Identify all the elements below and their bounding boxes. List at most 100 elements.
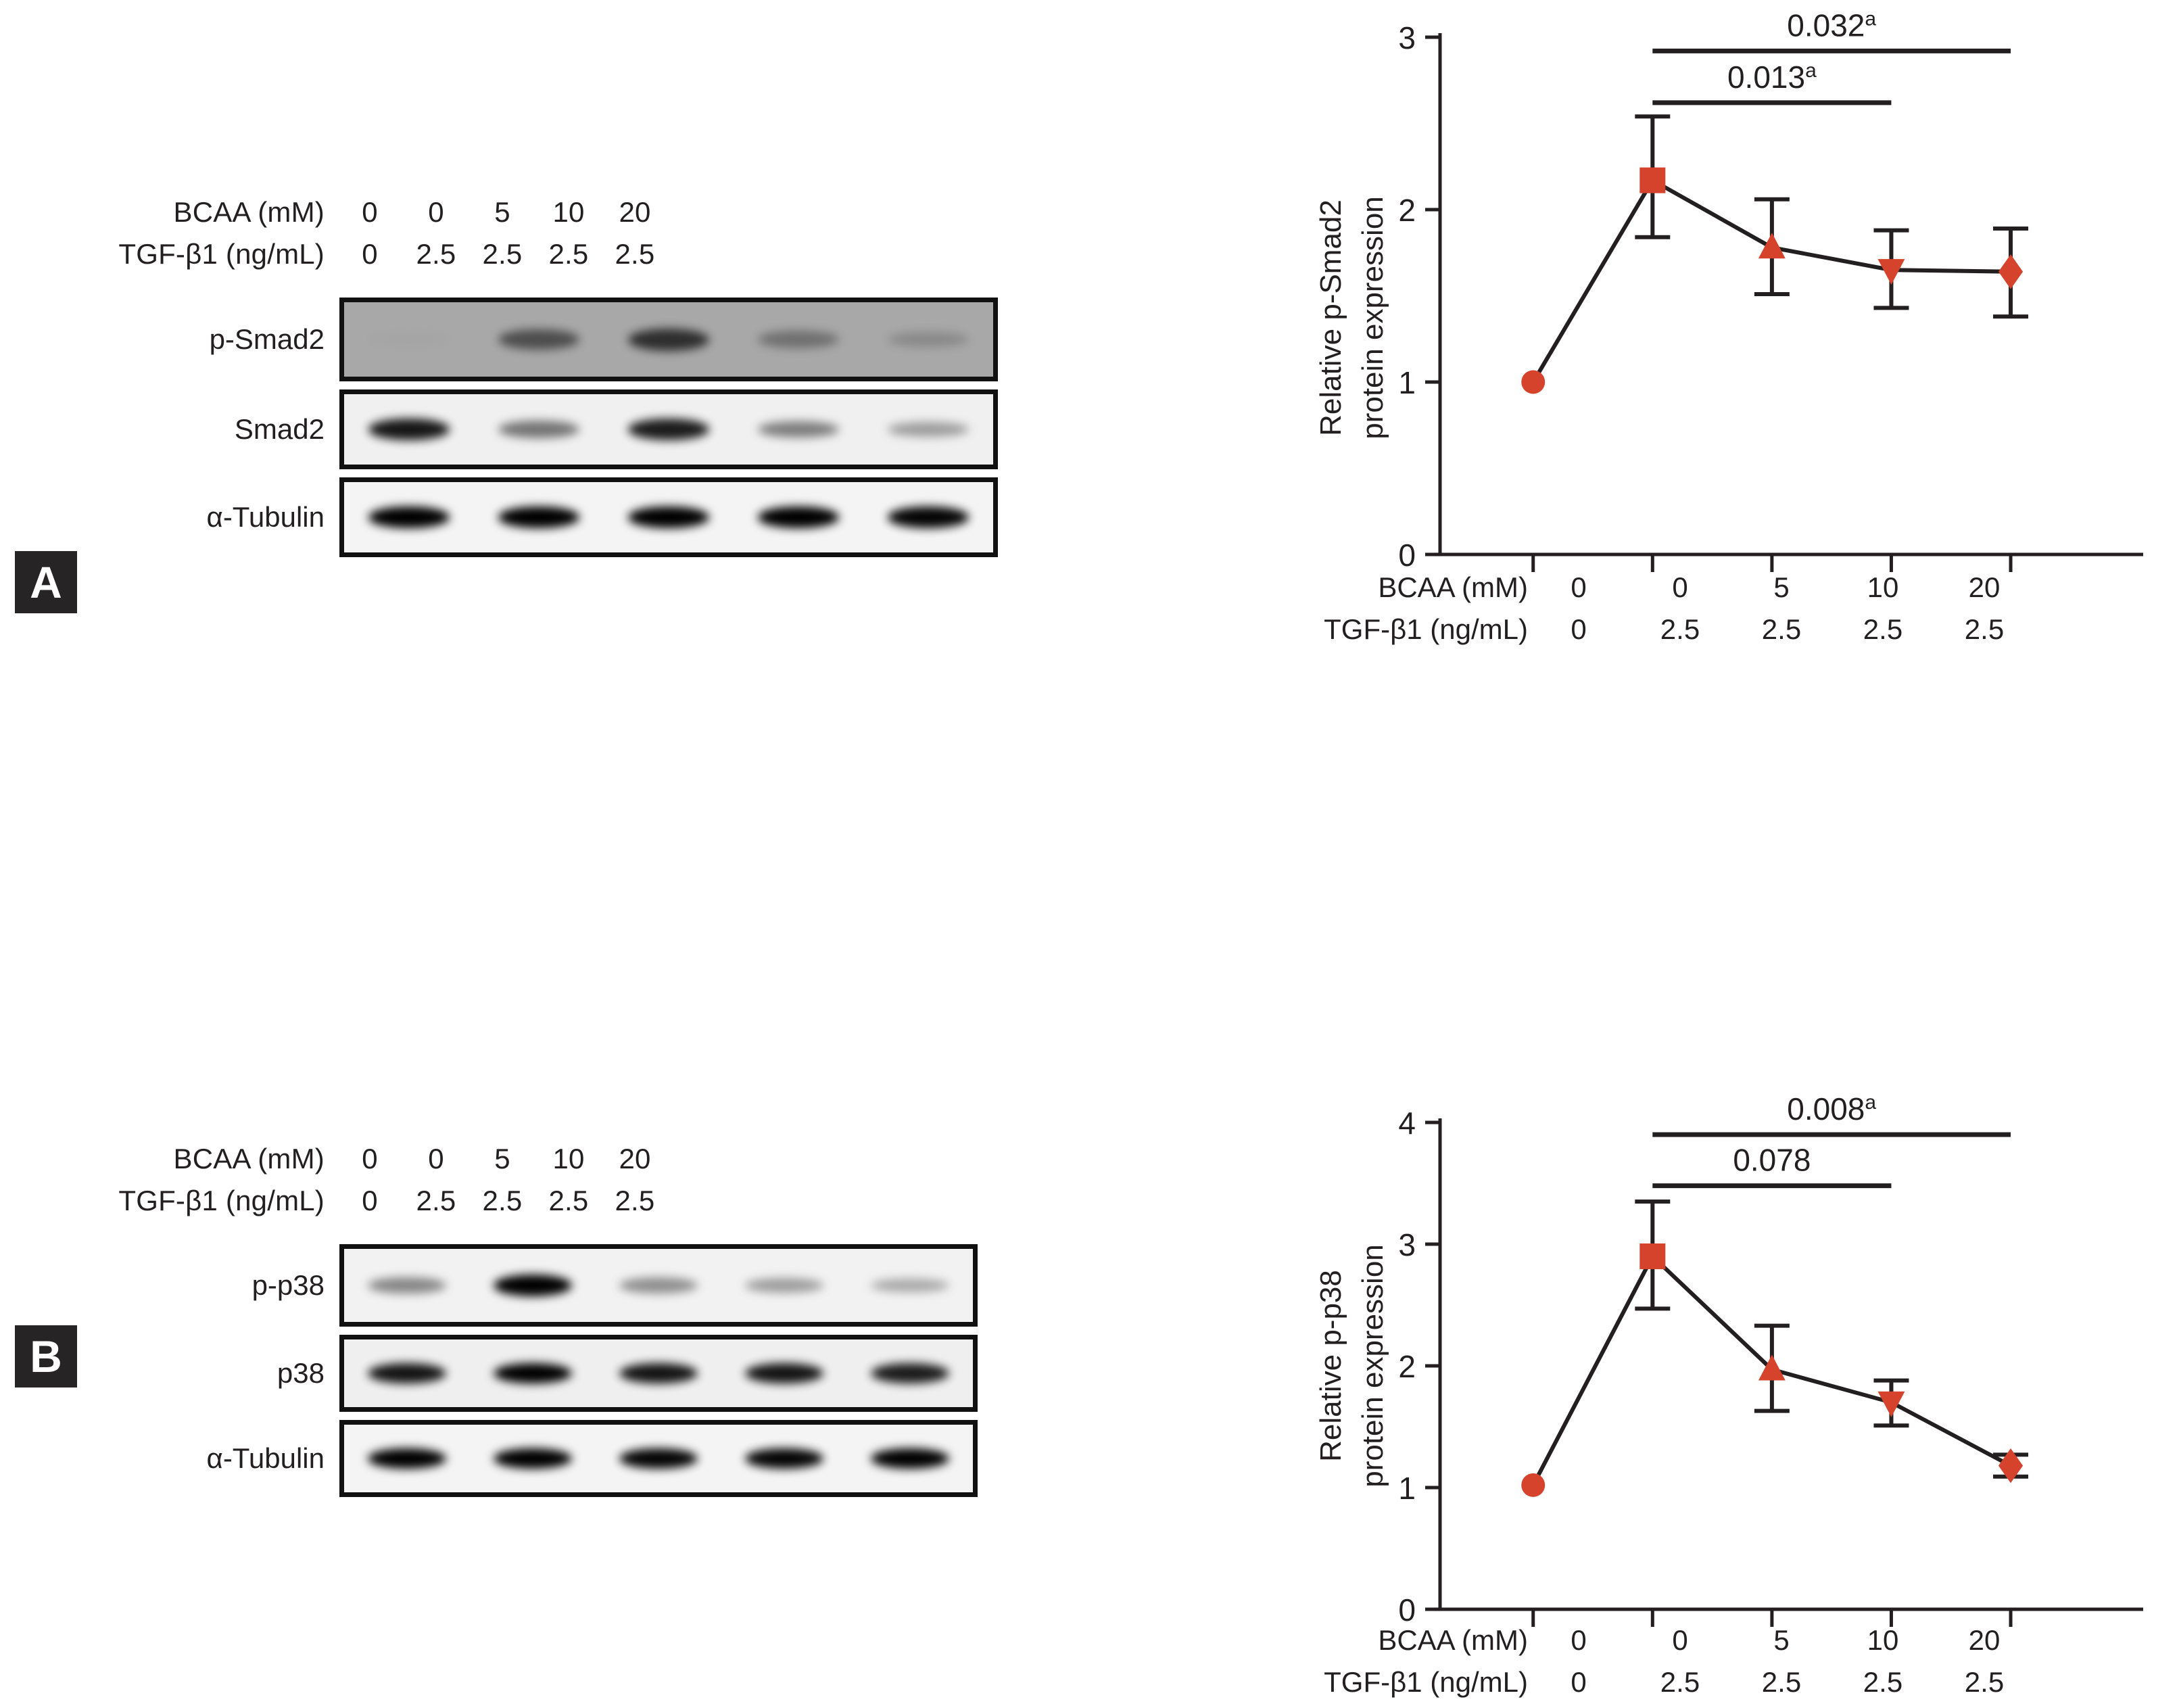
y-tick-label: 0: [1398, 538, 1416, 573]
blot-band: [494, 1274, 572, 1297]
blot-label: Smad2: [234, 413, 325, 445]
panel-letter-b: B: [15, 1325, 77, 1387]
xlabel-value: 10: [1867, 571, 1899, 603]
data-point-marker: [1758, 233, 1786, 259]
blot-band: [758, 421, 839, 438]
blot-rows-a: p-Smad2 Smad2 α-Tubulin: [101, 298, 998, 565]
chart-a: Relative p-Smad2 protein expression 0 1 2 3…: [1308, 0, 2179, 645]
blot-conditions-b: BCAA (mM) 0 0 5 10 20 TGF-β1 (ng/mL) 0 2…: [101, 1143, 668, 1227]
condition-value: 20: [619, 1143, 651, 1175]
blot-band: [758, 331, 839, 348]
data-point-marker: [1877, 1391, 1905, 1417]
blot-image-alpha-tubulin: [339, 1420, 978, 1497]
significance-label: 0.032a: [1787, 7, 1876, 43]
blot-band: [871, 1278, 949, 1293]
data-point-marker: [1877, 259, 1905, 285]
blot-band: [498, 329, 579, 350]
xlabel-value: 2.5: [1964, 613, 2005, 645]
condition-value: 10: [552, 1143, 585, 1175]
panel-a: A BCAA (mM) 0 0 5 10 20 TGF-β1 (ng/mL) 0…: [0, 0, 2179, 717]
xlabel-value: 0: [1571, 571, 1587, 603]
blot-band: [498, 506, 579, 528]
blot-band: [498, 421, 579, 438]
blot-band: [368, 1277, 446, 1294]
condition-value: 0: [428, 196, 444, 228]
blot-band: [758, 506, 839, 528]
blot-label: p38: [277, 1357, 325, 1389]
condition-value: 2.5: [548, 238, 589, 270]
y-tick-label: 1: [1398, 365, 1416, 400]
chart-a-ylabel-line2: protein expression: [1356, 196, 1389, 440]
xlabel-value: 2.5: [1761, 613, 1802, 645]
panel-letter-a: A: [15, 551, 77, 613]
blot-rows-b: p-p38 p38 α-Tubulin: [101, 1244, 978, 1505]
blot-band: [368, 506, 450, 528]
xlabel-value: 2.5: [1660, 1666, 1700, 1698]
blot-band: [368, 333, 450, 346]
y-tick-label: 2: [1398, 1349, 1416, 1384]
condition-value: 10: [552, 196, 585, 228]
xlabel-name: TGF-β1 (ng/mL): [1324, 1666, 1528, 1698]
blot-band: [745, 1277, 823, 1294]
xlabel-value: 2.5: [1863, 613, 1903, 645]
data-point-marker: [1758, 1354, 1786, 1381]
y-tick-label: 3: [1398, 1227, 1416, 1262]
xlabel-row: BCAA (mM) 0 0 5 10 20: [1285, 1624, 2035, 1666]
chart-b-xlabels: BCAA (mM) 0 0 5 10 20 TGF-β1 (ng/mL) 0 2…: [1285, 1624, 2035, 1708]
blot-image-p-p38: [339, 1244, 978, 1327]
y-tick-label: 2: [1398, 193, 1416, 228]
xlabel-value: 2.5: [1660, 613, 1700, 645]
chart-b-svg: Relative p-p38 protein expression 0 1 2 3 4 0…: [1314, 1091, 2143, 1628]
data-point-marker: [1639, 1243, 1666, 1269]
chart-b: Relative p-p38 protein expression 0 1 2 3 4 0…: [1308, 1041, 2179, 1698]
blot-label: p-p38: [252, 1269, 325, 1301]
data-point-marker: [1521, 1473, 1546, 1497]
condition-value: 0: [362, 1143, 378, 1175]
xlabel-row: TGF-β1 (ng/mL) 0 2.5 2.5 2.5 2.5: [1285, 1666, 2035, 1708]
blot-band: [628, 506, 709, 528]
chart-a-ylabel-line1: Relative p-Smad2: [1314, 199, 1347, 436]
condition-value: 2.5: [416, 238, 456, 270]
condition-value: 2.5: [548, 1185, 589, 1216]
xlabel-value: 0: [1571, 1624, 1587, 1656]
chart-a-xlabels: BCAA (mM) 0 0 5 10 20 TGF-β1 (ng/mL) 0 2…: [1285, 571, 2035, 655]
xlabel-value: 5: [1773, 1624, 1790, 1656]
xlabel-row: TGF-β1 (ng/mL) 0 2.5 2.5 2.5 2.5: [1285, 613, 2035, 655]
xlabel-value: 5: [1773, 571, 1790, 603]
condition-row: TGF-β1 (ng/mL) 0 2.5 2.5 2.5 2.5: [101, 1185, 668, 1227]
condition-value: 2.5: [482, 1185, 523, 1216]
blot-band: [368, 419, 450, 440]
xlabel-row: BCAA (mM) 0 0 5 10 20: [1285, 571, 2035, 613]
blot-band: [619, 1448, 698, 1469]
blot-row: α-Tubulin: [101, 1420, 978, 1497]
condition-row: BCAA (mM) 0 0 5 10 20: [101, 196, 668, 238]
condition-label: TGF-β1 (ng/mL): [118, 238, 325, 270]
data-point-marker: [1639, 167, 1666, 193]
blot-band: [619, 1277, 698, 1294]
xlabel-value: 2.5: [1863, 1666, 1903, 1698]
xlabel-value: 0: [1672, 1624, 1688, 1656]
blot-image-p38: [339, 1335, 978, 1412]
condition-value: 20: [619, 196, 651, 228]
xlabel-name: BCAA (mM): [1378, 571, 1528, 603]
blot-band: [619, 1363, 698, 1383]
condition-label: BCAA (mM): [173, 1143, 325, 1175]
blot-label: α-Tubulin: [206, 501, 325, 533]
blot-image-smad2: [339, 389, 998, 469]
significance-label: 0.013a: [1727, 60, 1817, 95]
data-point-marker: [1998, 254, 2024, 289]
blot-image-p-smad2: [339, 298, 998, 381]
y-tick-label: 1: [1398, 1471, 1416, 1506]
blot-band: [888, 331, 969, 348]
blot-band: [745, 1448, 823, 1469]
xlabel-value: 2.5: [1964, 1666, 2005, 1698]
blot-band: [368, 1448, 446, 1469]
y-tick-label: 3: [1398, 20, 1416, 55]
xlabel-name: BCAA (mM): [1378, 1624, 1528, 1656]
condition-value: 0: [362, 238, 378, 270]
condition-value: 0: [362, 196, 378, 228]
blot-row: p-Smad2: [101, 298, 998, 381]
condition-value: 5: [494, 1143, 510, 1175]
chart-b-ylabel-line1: Relative p-p38: [1314, 1270, 1347, 1462]
condition-row: BCAA (mM) 0 0 5 10 20: [101, 1143, 668, 1185]
